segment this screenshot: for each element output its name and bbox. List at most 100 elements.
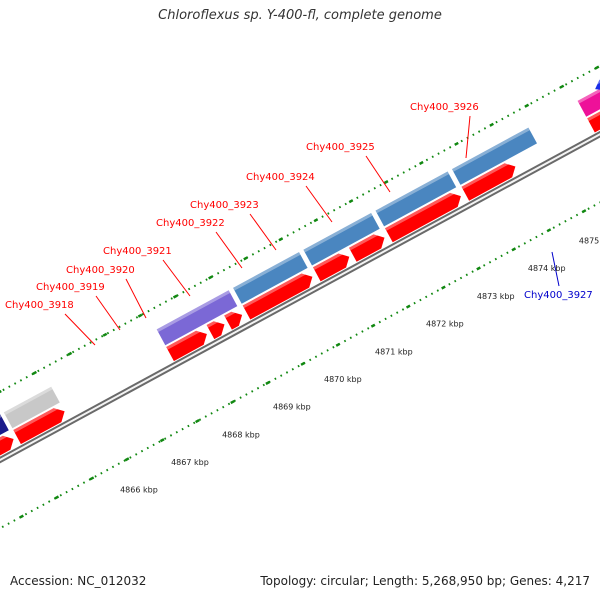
cds-red-3920-body [242, 273, 313, 320]
cds-red-3926-body [587, 111, 600, 133]
feature-steelblue-3923-body [452, 127, 537, 185]
feature-steelblue-3920-shine [233, 252, 301, 291]
cds-red-2-shine [13, 404, 63, 433]
gene-features [0, 79, 600, 456]
gene-label-chy400_3919: Chy400_3919 [36, 282, 105, 293]
cds-red-3920a-body [224, 311, 243, 330]
cds-red-1 [0, 431, 14, 456]
cds-red-3919-shine [206, 317, 223, 328]
leader-line [465, 115, 471, 159]
cds-red-3919 [206, 317, 225, 340]
cds-red-3924-body [461, 163, 516, 201]
feature-small-blue-body [595, 79, 600, 90]
genome-summary-text: Topology: circular; Length: 5,268,950 bp… [260, 574, 590, 588]
cds-red-3922-body [349, 234, 385, 262]
scale-tick-label: 4875 kbp [579, 237, 600, 246]
feature-gray-shine [3, 386, 53, 416]
cds-red-3923-shine [385, 189, 459, 231]
leader-line [162, 259, 191, 297]
cds-red-3921-shine [313, 249, 347, 270]
feature-steelblue-3921-body [303, 213, 380, 266]
feature-steelblue-3923 [452, 127, 537, 185]
cds-red-3921-body [313, 253, 350, 282]
feature-steelblue-3921 [303, 213, 380, 266]
scale-tick-label: 4869 kbp [273, 403, 311, 412]
gene-label-chy400_3922: Chy400_3922 [156, 218, 225, 229]
feature-small-blue [592, 79, 600, 90]
leader-line [215, 231, 243, 269]
scale-ticks: 4866 kbp 4867 kbp 4868 kbp 4869 kbp 4870 kbp… [120, 237, 600, 495]
gene-label-chy400_3924: Chy400_3924 [246, 172, 315, 183]
cds-red-3923-body [385, 192, 461, 243]
feature-navy-body [0, 414, 9, 435]
feature-gray-body [3, 386, 60, 429]
scale-tick-label: 4866 kbp [120, 486, 158, 495]
cds-red-3920 [242, 269, 313, 320]
feature-magenta-3926 [577, 88, 600, 117]
scale-tick-label: 4873 kbp [477, 292, 515, 301]
feature-steelblue-3920 [233, 252, 308, 304]
label-leader-lines [64, 115, 560, 346]
cds-red-3924 [461, 159, 516, 201]
feature-purple-3918-body [156, 290, 238, 346]
cds-red-3924-shine [461, 159, 513, 190]
feature-navy-shine [0, 414, 2, 418]
feature-magenta-3926-body [577, 88, 600, 117]
cds-red-3920-shine [242, 269, 310, 309]
cds-red-3921 [313, 249, 350, 282]
feature-steelblue-3922-shine [375, 171, 449, 214]
feature-magenta-3926-shine [577, 88, 600, 104]
genome-backbone [0, 130, 600, 464]
feature-navy [0, 414, 9, 435]
feature-steelblue-3920-body [233, 252, 308, 304]
gene-label-chy400_3918: Chy400_3918 [5, 300, 74, 311]
feature-gray [3, 386, 60, 429]
cds-red-2-body [13, 408, 65, 445]
leader-line [64, 313, 96, 346]
scale-tick-label: 4867 kbp [171, 458, 209, 467]
cds-red-3926-shine [587, 111, 600, 122]
feature-small-blue-shine [592, 79, 600, 87]
cds-red-2 [13, 404, 65, 445]
scale-tick-label: 4870 kbp [324, 375, 362, 384]
backbone-highlight [0, 133, 600, 462]
feature-steelblue-3922 [375, 171, 457, 227]
cds-red-3918-shine [166, 327, 205, 350]
cds-red-3923 [385, 189, 461, 243]
cds-red-1-body [0, 435, 14, 456]
gene-label-chy400_3921: Chy400_3921 [103, 246, 172, 257]
leader-line [365, 155, 391, 193]
gene-label-chy400_3920: Chy400_3920 [66, 265, 135, 276]
feature-steelblue-3922-body [375, 171, 457, 227]
leader-line [305, 185, 333, 223]
leader-line [551, 251, 560, 287]
scale-tick-label: 4874 kbp [528, 264, 566, 273]
cds-red-3918 [166, 327, 207, 362]
cds-red-3920a [224, 307, 243, 330]
leader-line [249, 213, 277, 251]
cds-red-3918-body [166, 330, 207, 362]
gene-label-chy400_3925: Chy400_3925 [306, 142, 375, 153]
feature-steelblue-3923-shine [452, 127, 530, 172]
feature-steelblue-3921-shine [303, 213, 373, 253]
leader-line [125, 278, 147, 319]
scale-tick-label: 4872 kbp [426, 320, 464, 329]
map-title: Chloroflexus sp. Y-400-fl, complete geno… [158, 8, 442, 23]
cds-red-3922 [349, 230, 385, 262]
gene-label-chy400_3926: Chy400_3926 [410, 102, 479, 113]
inner-tick-marks [0, 201, 600, 530]
gene-label-chy400_3923: Chy400_3923 [190, 200, 259, 211]
feature-purple-3918 [156, 290, 238, 346]
cds-red-3922-shine [349, 230, 383, 251]
accession-text: Accession: NC_012032 [10, 574, 147, 588]
outer-tick-marks [0, 64, 600, 394]
cds-red-1-shine [0, 431, 12, 441]
cds-red-3920a-shine [224, 307, 240, 319]
cds-red-3926 [587, 111, 600, 133]
cds-red-3919-body [206, 321, 225, 340]
gene-label-chy400_3927: Chy400_3927 [524, 290, 593, 301]
leader-line [95, 295, 121, 331]
scale-tick-label: 4871 kbp [375, 347, 413, 356]
gene-labels: Chy400_3918 Chy400_3919 Chy400_3920 Chy400_… [5, 102, 593, 311]
